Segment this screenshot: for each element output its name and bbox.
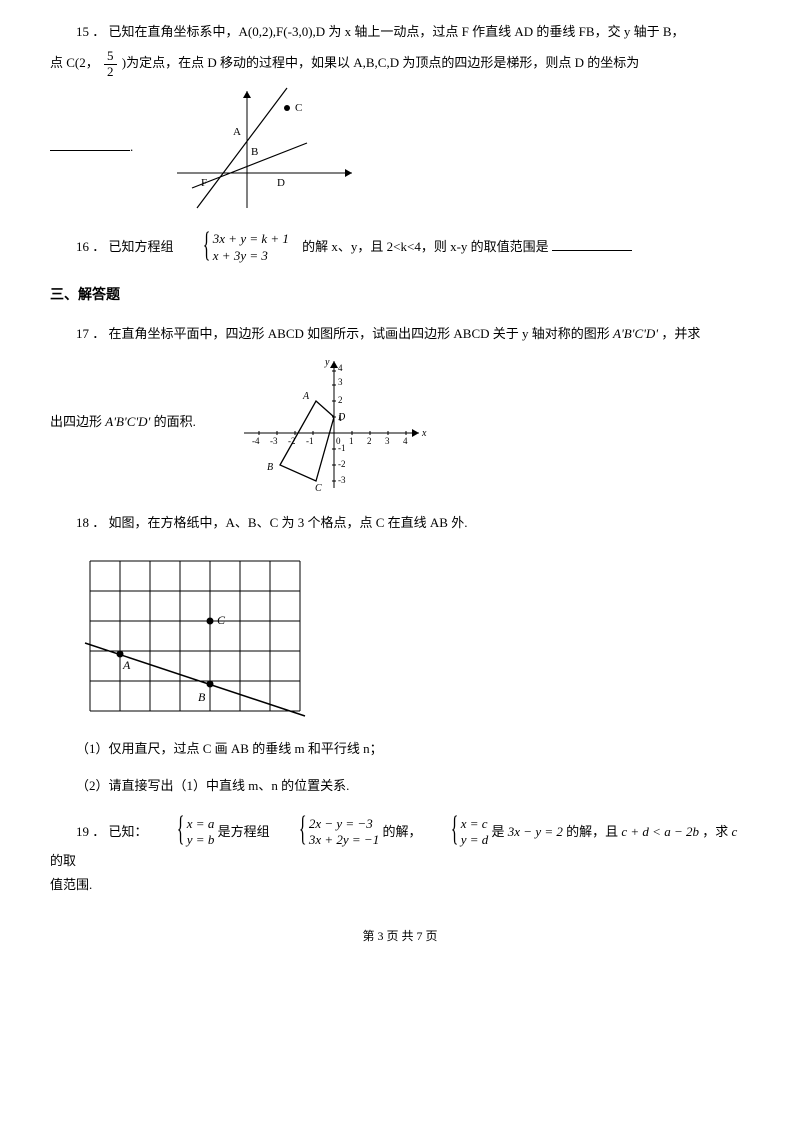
label-D: D xyxy=(337,412,346,423)
q19-textg: 的取 xyxy=(50,853,76,868)
q19-num: 19 xyxy=(76,823,89,838)
svg-text:-1: -1 xyxy=(306,436,314,446)
q15-num: 15 xyxy=(76,24,89,39)
svg-text:2: 2 xyxy=(367,436,372,446)
label-C: C xyxy=(217,613,226,627)
q15-text2b: )为定点，在点 D 移动的过程中，如果以 A,B,C,D 为顶点的四边形是梯形，… xyxy=(122,55,639,70)
svg-text:-2: -2 xyxy=(338,459,346,469)
q17-text2b: 的面积. xyxy=(154,414,196,429)
svg-text:2: 2 xyxy=(338,395,343,405)
svg-text:-3: -3 xyxy=(270,436,278,446)
q17-num: 17 xyxy=(76,326,89,341)
dot-sep: ． xyxy=(92,823,105,838)
q17-sym1: A'B'C'D' xyxy=(613,326,658,341)
axis-y: y xyxy=(324,357,330,368)
q15-figure: C A B F D xyxy=(167,83,367,213)
svg-text:4: 4 xyxy=(403,436,408,446)
section-3-title: 三、解答题 xyxy=(50,283,750,308)
question-18: 18 ． 如图，在方格纸中，A、B、C 为 3 个格点，点 C 在直线 AB 外… xyxy=(50,511,750,797)
q19-sys2: 2x − y = −3 3x + 2y = −1 xyxy=(273,816,379,850)
q19-eq2a: 2x − y = −3 xyxy=(283,816,379,833)
label-A: A xyxy=(302,391,310,402)
fraction-5-2: 5 2 xyxy=(104,49,117,79)
frac-num: 5 xyxy=(104,49,117,64)
dot-sep: ． xyxy=(92,326,105,341)
q16-textb: 的解 x、y，且 2<k<4，则 x-y 的取值范围是 xyxy=(302,239,549,254)
q19-line1: 19 ． 已知： x = a y = b 是方程组 2x − y = −3 3x… xyxy=(50,816,750,873)
svg-text:0: 0 xyxy=(336,436,341,446)
exam-page: 15 ． 已知在直角坐标系中，A(0,2),F(-3,0),D 为 x 轴上一动… xyxy=(0,0,800,958)
page-footer: 第 3 页 共 7 页 xyxy=(50,926,750,948)
q19-varc: c xyxy=(732,823,738,838)
q16-eq1: 3x + y = k + 1 xyxy=(187,231,289,248)
q19-sys3: x = c y = d xyxy=(425,816,489,850)
label-B: B xyxy=(198,690,206,704)
q15-line1: 15 ． 已知在直角坐标系中，A(0,2),F(-3,0),D 为 x 轴上一动… xyxy=(50,20,750,43)
period: . xyxy=(130,139,133,154)
answer-blank-15 xyxy=(50,137,130,151)
svg-text:3: 3 xyxy=(338,377,343,387)
q17-line2-row: 出四边形 A'B'C'D' 的面积. x y -4-3-2-1 1234 123… xyxy=(50,353,750,493)
q19-eq3b: y = d xyxy=(435,832,489,849)
q19-texta: 已知： xyxy=(109,823,148,838)
dot-sep: ． xyxy=(92,239,105,254)
q18-sub2: （2）请直接写出（1）中直线 m、n 的位置关系. xyxy=(50,774,750,797)
q19-sys1: x = a y = b xyxy=(151,816,215,850)
q17-sym2: A'B'C'D' xyxy=(105,414,150,429)
q19-textd: 是 xyxy=(492,823,505,838)
q16-eq2: x + 3y = 3 xyxy=(187,248,289,265)
svg-text:1: 1 xyxy=(349,436,354,446)
q15-figure-row: . C A B F D xyxy=(50,83,750,213)
dot-sep: ． xyxy=(92,24,105,39)
question-15: 15 ． 已知在直角坐标系中，A(0,2),F(-3,0),D 为 x 轴上一动… xyxy=(50,20,750,213)
q18-num: 18 xyxy=(76,515,89,530)
label-B: B xyxy=(267,462,273,473)
label-F: F xyxy=(201,177,207,189)
label-A: A xyxy=(122,658,131,672)
label-C: C xyxy=(295,102,302,114)
q17-text2a: 出四边形 xyxy=(50,414,102,429)
q19-ineq: c + d < a − 2b xyxy=(621,823,699,838)
q19-cond: 3x − y = 2 xyxy=(508,823,563,838)
question-17: 17 ． 在直角坐标平面中，四边形 ABCD 如图所示，试画出四边形 ABCD … xyxy=(50,322,750,493)
q17-text1: 在直角坐标平面中，四边形 ABCD 如图所示，试画出四边形 ABCD 关于 y … xyxy=(109,326,610,341)
q19-textb: 是方程组 xyxy=(218,823,270,838)
q19-eq2b: 3x + 2y = −1 xyxy=(283,832,379,849)
q19-line2: 值范围. xyxy=(50,873,750,896)
q18-text: 如图，在方格纸中，A、B、C 为 3 个格点，点 C 在直线 AB 外. xyxy=(109,515,468,530)
answer-blank-16 xyxy=(552,237,632,251)
q19-eq1b: y = b xyxy=(161,832,215,849)
axis-x: x xyxy=(421,428,427,439)
svg-text:-3: -3 xyxy=(338,475,346,485)
svg-text:-4: -4 xyxy=(252,436,260,446)
label-D: D xyxy=(277,177,285,189)
q19-eq1a: x = a xyxy=(161,816,215,833)
q19-texte: 的解，且 xyxy=(566,823,618,838)
q16-system: 3x + y = k + 1 x + 3y = 3 xyxy=(177,231,289,265)
q17-line1: 17 ． 在直角坐标平面中，四边形 ABCD 如图所示，试画出四边形 ABCD … xyxy=(50,322,750,345)
question-19: 19 ． 已知： x = a y = b 是方程组 2x − y = −3 3x… xyxy=(50,816,750,897)
label-A: A xyxy=(233,126,241,138)
q19-eq3a: x = c xyxy=(435,816,489,833)
q16-texta: 已知方程组 xyxy=(109,239,174,254)
dot-sep: ． xyxy=(92,515,105,530)
frac-den: 2 xyxy=(104,65,117,79)
q19-textf: ，求 xyxy=(702,823,728,838)
q17-figure: x y -4-3-2-1 1234 1234 -1-2-3 0 xyxy=(239,353,429,493)
q15-text1: 已知在直角坐标系中，A(0,2),F(-3,0),D 为 x 轴上一动点，过点 … xyxy=(109,24,685,39)
label-B: B xyxy=(251,146,258,158)
q17-text1b: ，并求 xyxy=(661,326,700,341)
question-16: 16 ． 已知方程组 3x + y = k + 1 x + 3y = 3 的解 … xyxy=(50,231,750,265)
q18-sub1: （1）仅用直尺，过点 C 画 AB 的垂线 m 和平行线 n； xyxy=(50,737,750,760)
svg-text:4: 4 xyxy=(338,363,343,373)
q19-textc: 的解， xyxy=(382,823,421,838)
q15-line2: 点 C(2， 5 2 )为定点，在点 D 移动的过程中，如果以 A,B,C,D … xyxy=(50,49,750,79)
svg-text:3: 3 xyxy=(385,436,390,446)
q15-text2a: 点 C(2， xyxy=(50,55,99,70)
q16-num: 16 xyxy=(76,239,89,254)
label-C: C xyxy=(315,483,322,493)
q18-line1: 18 ． 如图，在方格纸中，A、B、C 为 3 个格点，点 C 在直线 AB 外… xyxy=(50,511,750,534)
q18-figure: A B C xyxy=(80,551,750,721)
